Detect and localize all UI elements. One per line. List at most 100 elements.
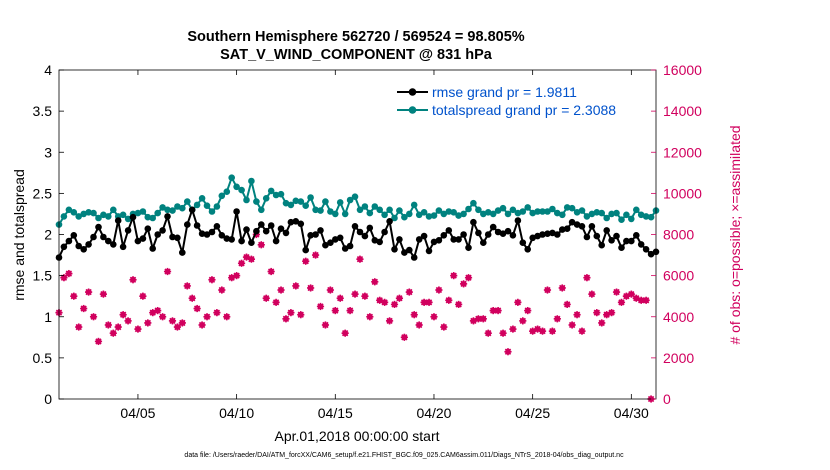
x-tick-label: 04/10: [219, 405, 254, 421]
y-tick-label: 0.5: [33, 350, 53, 366]
rmse-point: [445, 227, 453, 234]
y2-tick-label: 2000: [663, 350, 694, 366]
totalspread-point: [169, 207, 176, 214]
totalspread-point: [243, 196, 250, 204]
obs-count-point: [519, 317, 527, 325]
obs-count-point: [524, 306, 532, 315]
obs-count-point: [356, 255, 364, 263]
legend-spread-marker: [408, 106, 417, 114]
obs-count-point: [178, 319, 186, 327]
rmse-point: [401, 249, 408, 256]
rmse-point: [159, 227, 166, 234]
obs-count-point: [94, 337, 103, 346]
totalspread-point: [642, 213, 650, 220]
rmse-point: [509, 232, 517, 239]
chart-title-line1: Southern Hemisphere 562720 / 569524 = 98…: [187, 29, 524, 45]
rmse-point: [322, 241, 329, 249]
obs-count-point: [282, 315, 290, 323]
totalspread-point: [267, 187, 275, 195]
rmse-point: [578, 223, 586, 230]
totalspread-point: [277, 190, 285, 198]
totalspread-point: [110, 206, 117, 214]
totalspread-point: [435, 207, 443, 214]
totalspread-point: [460, 210, 467, 218]
rmse-point: [381, 228, 388, 236]
rmse-point: [618, 244, 625, 251]
footer-data-file: data file: /Users/raeder/DAI/ATM_forcXX/…: [184, 452, 624, 459]
obs-count-point: [455, 300, 463, 309]
obs-count-point: [277, 286, 285, 294]
totalspread-point: [302, 202, 310, 209]
rmse-point: [75, 242, 82, 250]
y2-tick-label: 8000: [663, 227, 694, 243]
obs-count-point: [425, 298, 433, 306]
totalspread-point: [381, 211, 388, 219]
rmse-point: [258, 221, 265, 228]
obs-count-point: [440, 323, 448, 331]
rmse-point: [465, 244, 472, 251]
rmse-point: [637, 241, 645, 248]
totalspread-point: [75, 213, 82, 220]
obs-count-point: [578, 327, 586, 335]
totalspread-point: [544, 208, 551, 215]
obs-count-point: [267, 267, 275, 276]
rmse-point: [223, 235, 231, 242]
rmse-point: [179, 249, 186, 256]
totalspread-point: [317, 207, 324, 214]
rmse-point: [70, 232, 78, 239]
rmse-point: [110, 241, 117, 248]
obs-count-point: [331, 306, 339, 315]
obs-count-series: [55, 230, 655, 403]
obs-count-point: [307, 284, 315, 292]
obs-count-point: [489, 306, 497, 315]
x-axis-label: Apr.01,2018 00:00:00 start: [274, 428, 439, 444]
rmse-point: [356, 228, 364, 236]
rmse-point: [559, 226, 566, 233]
obs-count-point: [543, 286, 552, 294]
totalspread-point: [332, 210, 339, 218]
totalspread-point: [361, 203, 369, 210]
obs-count-point: [593, 309, 601, 317]
totalspread-point: [519, 208, 527, 215]
totalspread-point: [346, 196, 354, 204]
rmse-point: [588, 223, 596, 230]
totalspread-point: [307, 194, 314, 201]
totalspread-point: [450, 209, 458, 216]
obs-count-point: [139, 292, 147, 300]
obs-count-point: [159, 313, 167, 321]
rmse-point: [243, 226, 250, 233]
obs-count-point: [351, 290, 359, 298]
totalspread-point: [499, 204, 507, 212]
rmse-point: [174, 234, 181, 242]
rmse-point: [361, 232, 369, 240]
y-tick-label: 3.5: [33, 103, 53, 119]
totalspread-point: [159, 204, 166, 211]
rmse-point: [262, 227, 270, 235]
obs-count-point: [435, 286, 443, 294]
totalspread-point: [598, 209, 605, 217]
totalspread-point: [179, 204, 186, 212]
rmse-point: [470, 218, 477, 226]
rmse-point: [613, 232, 620, 240]
obs-count-point: [504, 348, 512, 356]
totalspread-point: [440, 210, 448, 218]
rmse-point: [480, 239, 487, 246]
obs-count-point: [272, 298, 280, 306]
obs-count-point: [144, 319, 152, 327]
rmse-point: [105, 237, 112, 245]
totalspread-point: [376, 206, 384, 214]
totalspread-point: [184, 198, 191, 205]
rmse-point: [134, 237, 142, 245]
totalspread-point: [356, 206, 364, 214]
rmse-point: [608, 237, 615, 244]
totalspread-point: [65, 206, 73, 214]
totalspread-point: [568, 204, 576, 212]
rmse-point: [119, 243, 127, 251]
obs-count-point: [405, 288, 413, 296]
rmse-point: [386, 218, 393, 225]
totalspread-point: [563, 204, 571, 211]
rmse-point: [149, 245, 156, 252]
totalspread-point: [228, 174, 235, 181]
obs-count-point: [99, 290, 108, 298]
totalspread-point: [336, 199, 344, 206]
